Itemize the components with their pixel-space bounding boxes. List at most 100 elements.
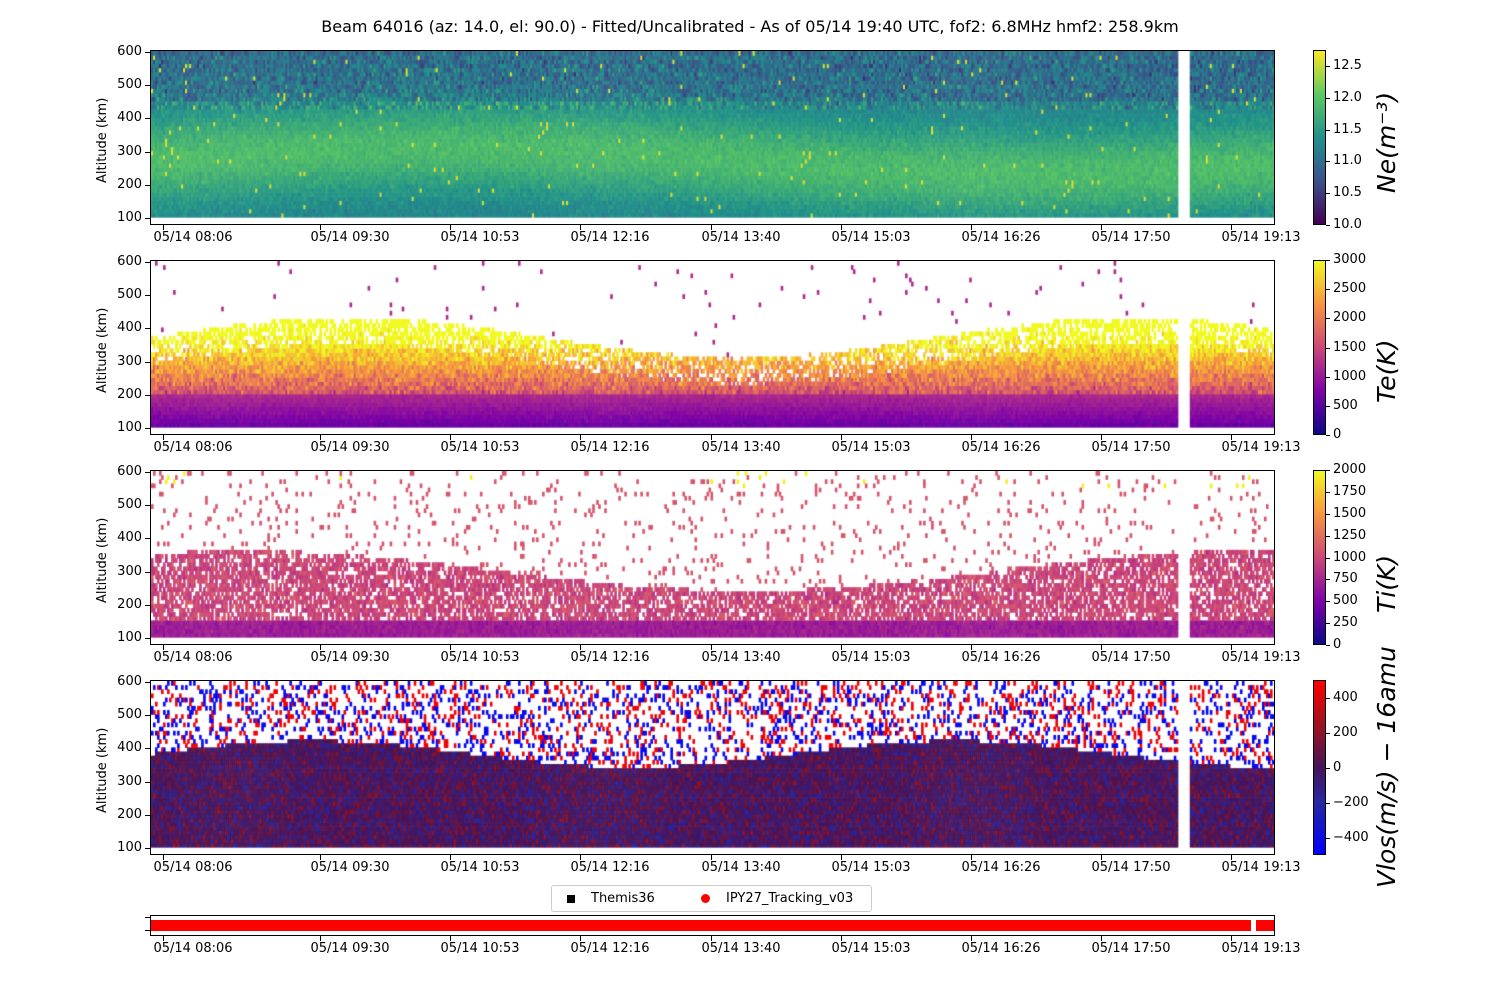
legend-circle-marker (701, 894, 710, 903)
y-tick-label: 400 (117, 740, 142, 756)
x-tick-mark (163, 645, 164, 650)
x-tick-label: 05/14 17:50 (1091, 230, 1171, 245)
x-tick-mark (1101, 435, 1102, 440)
y-tick-label: 600 (117, 254, 142, 269)
x-tick-mark (450, 936, 451, 941)
x-tick-mark (971, 936, 972, 941)
x-tick-label: 05/14 15:03 (831, 650, 911, 665)
ipy27-track-segment (151, 920, 1251, 931)
x-tick-label: 05/14 16:26 (961, 860, 1041, 875)
y-tick-mark (145, 748, 150, 750)
colorbar-label: Ti(K) (1372, 554, 1401, 613)
x-tick-label: 05/14 19:13 (1221, 941, 1301, 956)
y-tick-mark (145, 151, 150, 153)
colorbar-tick-mark (1326, 405, 1330, 407)
colorbar-tick-mark (1326, 491, 1330, 493)
y-tick-mark (145, 848, 150, 849)
colorbar-tick-mark (1326, 535, 1330, 537)
x-tick-mark (450, 435, 451, 440)
colorbar-ne (1313, 50, 1326, 225)
plot-title: Beam 64016 (az: 14.0, el: 90.0) - Fitted… (321, 17, 1179, 36)
mode-panel (150, 915, 1275, 936)
x-tick-mark (1231, 936, 1232, 941)
y-tick-label: 500 (117, 77, 142, 93)
mode-track-svg (151, 920, 1274, 931)
y-tick-mark (145, 218, 150, 219)
colorbar-tick-label: 1500 (1333, 339, 1367, 355)
colorbar-tick-mark (1326, 645, 1330, 646)
colorbar-tick-mark (1326, 347, 1330, 349)
y-tick-label: 300 (117, 353, 142, 369)
y-tick-label: 200 (117, 176, 142, 192)
x-tick-mark (1231, 435, 1232, 440)
colorbar-tick-mark (1326, 697, 1330, 699)
x-tick-mark (163, 435, 164, 440)
x-tick-mark (163, 225, 164, 230)
colorbar-tick-mark (1326, 260, 1330, 261)
y-tick-mark (145, 814, 150, 816)
legend-square-marker (567, 894, 575, 903)
y-tick-mark (145, 930, 150, 931)
y-tick-label: 500 (117, 287, 142, 303)
colorbar-tick-label: 2000 (1333, 310, 1367, 326)
colorbar-tick-mark (1326, 802, 1330, 804)
colorbar-tick-mark (1326, 557, 1330, 559)
colorbar-tick-label: 750 (1333, 571, 1358, 587)
colorbar-tick-mark (1326, 435, 1330, 436)
heatmap-panel-te (150, 260, 1275, 435)
x-tick-label: 05/14 15:03 (831, 440, 911, 455)
x-tick-label: 05/14 17:50 (1091, 941, 1171, 956)
colorbar-tick-label: 0 (1333, 759, 1342, 775)
x-tick-label: 05/14 19:13 (1221, 440, 1301, 455)
colorbar-tick-label: 10.0 (1333, 217, 1362, 232)
colorbar-tick-label: 10.5 (1333, 185, 1362, 201)
x-tick-label: 05/14 17:50 (1091, 650, 1171, 665)
y-tick-label: 200 (117, 596, 142, 612)
y-tick-label: 400 (117, 320, 142, 336)
colorbar-tick-mark (1326, 225, 1330, 226)
colorbar-tick-mark (1326, 732, 1330, 734)
heatmap-vlos (151, 681, 1274, 854)
colorbar-label: Vlos(m/s) − 16amu (1372, 645, 1401, 888)
legend-item-themis36: Themis36 (567, 891, 655, 906)
x-tick-label: 05/14 19:13 (1221, 650, 1301, 665)
x-tick-mark (841, 225, 842, 230)
x-tick-label: 05/14 16:26 (961, 941, 1041, 956)
colorbar-ti (1313, 470, 1326, 645)
colorbar-tick-label: 11.0 (1333, 153, 1362, 169)
x-tick-mark (450, 645, 451, 650)
x-tick-mark (971, 225, 972, 230)
colorbar-tick-label: −400 (1333, 829, 1369, 845)
x-tick-label: 05/14 09:30 (310, 230, 390, 245)
x-tick-label: 05/14 10:53 (440, 860, 520, 875)
x-tick-mark (320, 936, 321, 941)
x-tick-label: 05/14 10:53 (440, 230, 520, 245)
colorbar-tick-label: 1750 (1333, 483, 1367, 499)
x-tick-mark (711, 645, 712, 650)
x-tick-label: 05/14 16:26 (961, 650, 1041, 665)
x-tick-mark (320, 855, 321, 860)
y-tick-mark (145, 571, 150, 573)
colorbar-tick-label: 400 (1333, 689, 1358, 705)
x-tick-mark (711, 435, 712, 440)
y-tick-label: 100 (117, 630, 142, 645)
x-tick-label: 05/14 13:40 (701, 941, 781, 956)
colorbar-tick-mark (1326, 318, 1330, 320)
x-tick-mark (163, 936, 164, 941)
x-tick-label: 05/14 17:50 (1091, 440, 1171, 455)
colorbar-tick-label: 2000 (1333, 462, 1367, 477)
x-tick-label: 05/14 13:40 (701, 650, 781, 665)
legend-item-ipy27: IPY27_Tracking_v03 (701, 891, 853, 906)
x-tick-label: 05/14 08:06 (153, 230, 233, 245)
y-tick-label: 600 (117, 44, 142, 59)
x-tick-mark (711, 225, 712, 230)
x-tick-label: 05/14 16:26 (961, 230, 1041, 245)
x-tick-mark (163, 855, 164, 860)
y-tick-mark (145, 682, 150, 683)
x-tick-label: 05/14 12:16 (570, 650, 650, 665)
x-tick-mark (1101, 936, 1102, 941)
y-tick-mark (145, 262, 150, 263)
colorbar-tick-mark (1326, 623, 1330, 625)
heatmap-ti (151, 471, 1274, 644)
heatmap-ne (151, 51, 1274, 224)
